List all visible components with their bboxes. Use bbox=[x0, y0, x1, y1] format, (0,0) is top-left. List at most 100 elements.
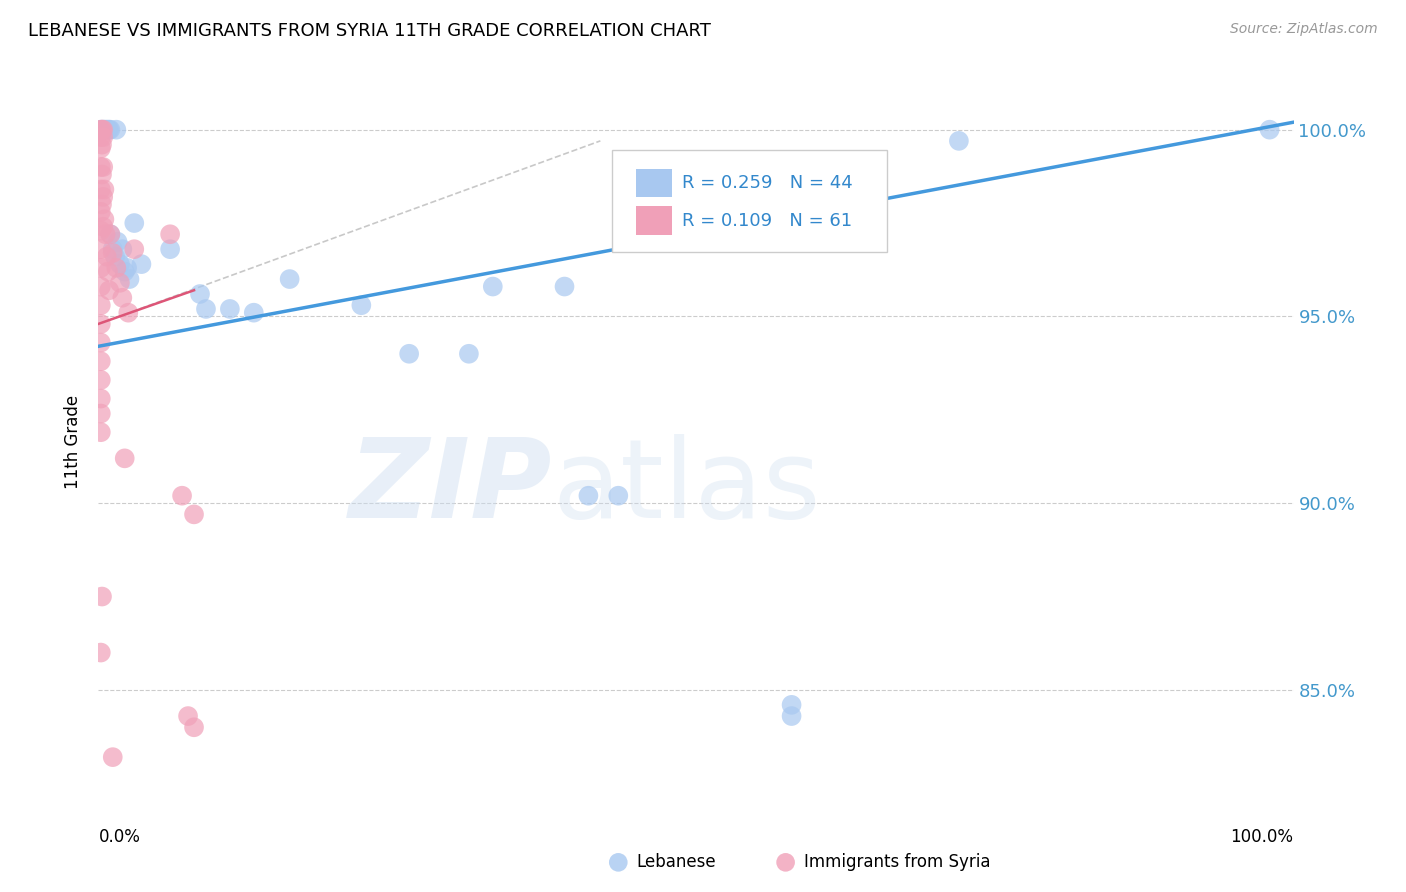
Y-axis label: 11th Grade: 11th Grade bbox=[65, 394, 83, 489]
Point bbox=[98, 227, 122, 242]
Point bbox=[124, 242, 146, 256]
Point bbox=[90, 130, 112, 145]
Point bbox=[91, 197, 114, 211]
FancyBboxPatch shape bbox=[613, 150, 887, 252]
Point bbox=[131, 257, 153, 271]
Point bbox=[90, 646, 112, 660]
Point bbox=[117, 306, 139, 320]
Point bbox=[481, 279, 505, 293]
Point bbox=[458, 347, 481, 361]
Point bbox=[219, 301, 242, 316]
Point bbox=[91, 590, 114, 604]
Point bbox=[101, 242, 124, 256]
Point bbox=[111, 291, 134, 305]
Point bbox=[90, 122, 112, 136]
Point bbox=[578, 489, 600, 503]
Point bbox=[94, 227, 117, 242]
Point bbox=[98, 227, 122, 242]
Point bbox=[124, 216, 146, 230]
Point bbox=[607, 489, 630, 503]
Point bbox=[108, 276, 131, 290]
Point bbox=[118, 272, 141, 286]
Point bbox=[278, 272, 301, 286]
Point bbox=[1258, 122, 1281, 136]
Point bbox=[90, 407, 112, 421]
Text: 100.0%: 100.0% bbox=[1230, 828, 1294, 847]
Point bbox=[183, 720, 205, 734]
Text: LEBANESE VS IMMIGRANTS FROM SYRIA 11TH GRADE CORRELATION CHART: LEBANESE VS IMMIGRANTS FROM SYRIA 11TH G… bbox=[28, 22, 711, 40]
Point bbox=[780, 709, 803, 723]
Point bbox=[91, 130, 114, 145]
Point bbox=[91, 122, 114, 136]
Point bbox=[90, 298, 112, 312]
Point bbox=[114, 451, 136, 466]
Point bbox=[90, 242, 112, 256]
Text: Lebanese: Lebanese bbox=[637, 854, 716, 871]
Point bbox=[97, 264, 120, 278]
Point bbox=[93, 182, 115, 196]
Point bbox=[108, 257, 131, 271]
Point bbox=[948, 134, 970, 148]
Point bbox=[91, 168, 114, 182]
Point bbox=[90, 223, 112, 237]
Point bbox=[159, 227, 181, 242]
Point bbox=[172, 489, 194, 503]
Point bbox=[159, 242, 181, 256]
Point bbox=[107, 235, 129, 249]
Point bbox=[90, 122, 112, 136]
Point bbox=[111, 242, 134, 256]
Point bbox=[183, 508, 205, 522]
Point bbox=[90, 182, 112, 196]
Point bbox=[98, 122, 121, 136]
Point bbox=[91, 190, 114, 204]
Point bbox=[96, 250, 118, 264]
Point bbox=[90, 354, 112, 368]
Point bbox=[94, 122, 117, 136]
Point bbox=[90, 373, 112, 387]
Point bbox=[90, 204, 112, 219]
Point bbox=[780, 698, 803, 712]
Point bbox=[90, 392, 112, 406]
Text: R = 0.109   N = 61: R = 0.109 N = 61 bbox=[682, 212, 852, 230]
Point bbox=[90, 160, 112, 174]
Point bbox=[91, 160, 114, 174]
Point bbox=[114, 264, 136, 278]
Point bbox=[104, 250, 127, 264]
Point bbox=[554, 279, 576, 293]
Point bbox=[90, 425, 112, 440]
Point bbox=[90, 335, 112, 350]
Point bbox=[91, 137, 114, 152]
Point bbox=[90, 141, 112, 155]
Point bbox=[91, 122, 114, 136]
Point bbox=[91, 122, 114, 136]
Point bbox=[97, 122, 120, 136]
Point bbox=[243, 306, 266, 320]
Text: R = 0.259   N = 44: R = 0.259 N = 44 bbox=[682, 174, 852, 192]
Bar bbox=[637, 169, 672, 197]
Point bbox=[115, 260, 138, 275]
Point bbox=[90, 260, 112, 275]
Text: ZIP: ZIP bbox=[349, 434, 553, 541]
Point bbox=[96, 122, 118, 136]
Point bbox=[90, 317, 112, 331]
Text: atlas: atlas bbox=[553, 434, 821, 541]
Point bbox=[195, 301, 218, 316]
Point bbox=[98, 283, 121, 297]
Point bbox=[91, 122, 114, 136]
Bar bbox=[637, 206, 672, 235]
Point bbox=[98, 122, 122, 136]
Point bbox=[350, 298, 373, 312]
Text: Immigrants from Syria: Immigrants from Syria bbox=[804, 854, 990, 871]
Text: 0.0%: 0.0% bbox=[98, 828, 141, 847]
Point bbox=[93, 212, 115, 227]
Point bbox=[177, 709, 200, 723]
Point bbox=[105, 122, 128, 136]
Text: Source: ZipAtlas.com: Source: ZipAtlas.com bbox=[1230, 22, 1378, 37]
Point bbox=[105, 260, 128, 275]
Point bbox=[93, 122, 115, 136]
Point bbox=[188, 287, 211, 301]
Point bbox=[101, 246, 124, 260]
Point bbox=[90, 279, 112, 293]
Point bbox=[91, 219, 114, 234]
Point bbox=[101, 750, 124, 764]
